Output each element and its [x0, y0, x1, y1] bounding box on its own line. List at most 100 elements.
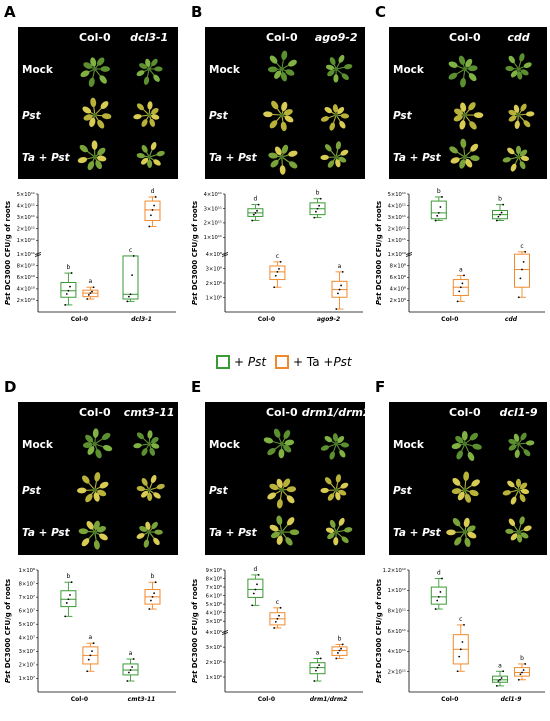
legend-swatch-pst [217, 356, 229, 368]
data-point [277, 618, 279, 620]
chart-e: Pst DC3000 CFU/g of roots1×10⁶2×10⁶3×10⁶… [191, 566, 363, 703]
photo-column-label-col0: Col-0 [266, 31, 298, 44]
box-pst-1: b [493, 196, 508, 222]
significance-letter: c [276, 599, 279, 606]
y-tick-label: 2×10⁹ [390, 298, 406, 304]
y-tick-label: 4×10¹¹ [204, 192, 222, 198]
box-iqr [431, 201, 446, 219]
y-tick-label: 8×10¹⁰ [17, 264, 35, 270]
y-tick-label: 1×10¹² [388, 588, 406, 594]
data-point [128, 672, 130, 674]
y-tick-label: 3×10¹¹ [17, 215, 35, 221]
data-point [131, 274, 133, 276]
plant-center [463, 442, 467, 446]
data-point [275, 275, 277, 277]
data-point [258, 204, 260, 206]
data-point [440, 206, 442, 208]
y-tick-label: 6×10⁹ [390, 275, 406, 281]
data-point [64, 304, 66, 306]
data-point [342, 644, 344, 646]
data-point [277, 271, 279, 273]
significance-letter: a [459, 266, 463, 273]
data-point [130, 669, 132, 671]
photo-row-label: Mock [209, 64, 241, 76]
photo-row-label: Ta + Pst [209, 152, 258, 164]
data-point [280, 607, 282, 609]
data-point [315, 670, 317, 672]
photo-row-label: Pst [22, 110, 42, 122]
y-tick-label: 2×10⁶ [206, 660, 222, 666]
data-point [155, 196, 157, 198]
chart-c: Pst DC3000 CFU/g of roots2×10⁹4×10⁹6×10⁹… [375, 188, 545, 323]
y-tick-label: 2×10¹¹ [204, 221, 222, 227]
data-point [253, 214, 255, 216]
box-ta-pst-1: b [332, 635, 347, 659]
plant-center [147, 155, 151, 159]
panel-d: DCol-0 cmt3-11MockPstTa + PstPst DC3000 C… [4, 378, 178, 703]
plant-center [463, 113, 467, 117]
data-point [153, 592, 155, 594]
box-ta-pst-0: a [83, 278, 98, 300]
plant-center [93, 113, 97, 117]
significance-letter: b [316, 190, 320, 197]
photo-column-label-col0: Col-0 [79, 406, 111, 419]
y-tick-label: 5×10¹¹ [17, 192, 35, 198]
y-axis-label-organism: Pst [4, 292, 12, 305]
y-tick-label: 1×10¹¹ [17, 238, 35, 244]
photo-column-label-col0: Col-0 [79, 31, 111, 44]
x-tick-label: Col-0 [441, 316, 458, 323]
box-pst-1: a [310, 649, 325, 681]
box-ta-pst-1: a [332, 263, 347, 310]
data-point [68, 290, 70, 292]
panel-letter: F [375, 378, 385, 396]
y-tick-label: 4×10⁷ [19, 636, 35, 642]
data-point [458, 290, 460, 292]
photo-row-label: Mock [209, 439, 241, 451]
photo-column-label-col0: Col-0 [449, 31, 481, 44]
data-point [130, 293, 132, 295]
y-tick-label: 1×10¹¹ [204, 235, 222, 241]
plant-center [334, 155, 338, 159]
box-pst-1: b [310, 190, 325, 219]
data-point [518, 679, 520, 681]
data-point [502, 670, 504, 672]
chart-d: Pst DC3000 CFU/g of roots1×10⁷2×10⁷3×10⁷… [4, 568, 176, 703]
plant-center [93, 67, 97, 71]
data-point [133, 255, 135, 257]
significance-letter: a [338, 263, 342, 270]
box-pst-0: b [61, 264, 76, 306]
box-ta-pst-0: c [453, 616, 468, 672]
y-axis-label-rest: DC3000 CFU/g of roots [375, 201, 383, 293]
x-tick-label: ago9-2 [317, 316, 340, 323]
plant-center [280, 155, 284, 159]
y-axis-label: Pst DC3000 CFU/g of roots [375, 579, 383, 683]
significance-letter: d [253, 196, 257, 203]
data-point [524, 251, 526, 253]
x-tick-label: dcl3-1 [131, 316, 152, 323]
data-point [66, 293, 68, 295]
box-ta-pst-1: c [515, 243, 530, 298]
photo-row-label: Mock [22, 439, 54, 451]
legend-label-ta-pst: + Ta +Pst [293, 355, 353, 369]
y-axis-label-organism: Pst [191, 670, 199, 683]
plant-center [517, 113, 521, 117]
photo-column-label-mutant: dcl3-1 [130, 31, 168, 44]
plant-center [93, 488, 97, 492]
data-point [436, 215, 438, 217]
y-tick-label: 7×10⁷ [19, 595, 35, 601]
data-point [93, 642, 95, 644]
data-point [498, 680, 500, 682]
y-tick-label: 2×10¹¹ [17, 226, 35, 232]
significance-letter: b [66, 573, 70, 580]
plant-center [517, 442, 521, 446]
panel-e: E Col-0 drm1/drm2 Mock Pst Ta + Pst Pst DC3000… [191, 378, 371, 703]
y-tick-label: 4×10⁶ [206, 630, 222, 636]
photo-row-label: Ta + Pst [393, 152, 442, 164]
plant-center [280, 488, 284, 492]
box-ta-pst-0: c [270, 599, 285, 629]
data-point [518, 296, 520, 298]
plant-center [280, 442, 284, 446]
plant-center [147, 488, 151, 492]
y-tick-label: 2×10¹¹ [388, 226, 406, 232]
y-tick-label: 6×10¹⁰ [17, 275, 35, 281]
